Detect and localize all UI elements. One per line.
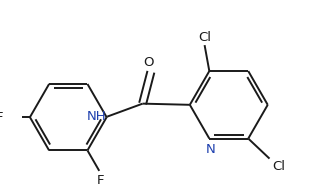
Text: NH: NH xyxy=(86,110,106,123)
Text: F: F xyxy=(97,174,104,187)
Text: Cl: Cl xyxy=(198,31,211,44)
Text: Cl: Cl xyxy=(272,160,285,173)
Text: N: N xyxy=(206,143,215,156)
Text: O: O xyxy=(143,56,154,69)
Text: F: F xyxy=(0,111,3,124)
